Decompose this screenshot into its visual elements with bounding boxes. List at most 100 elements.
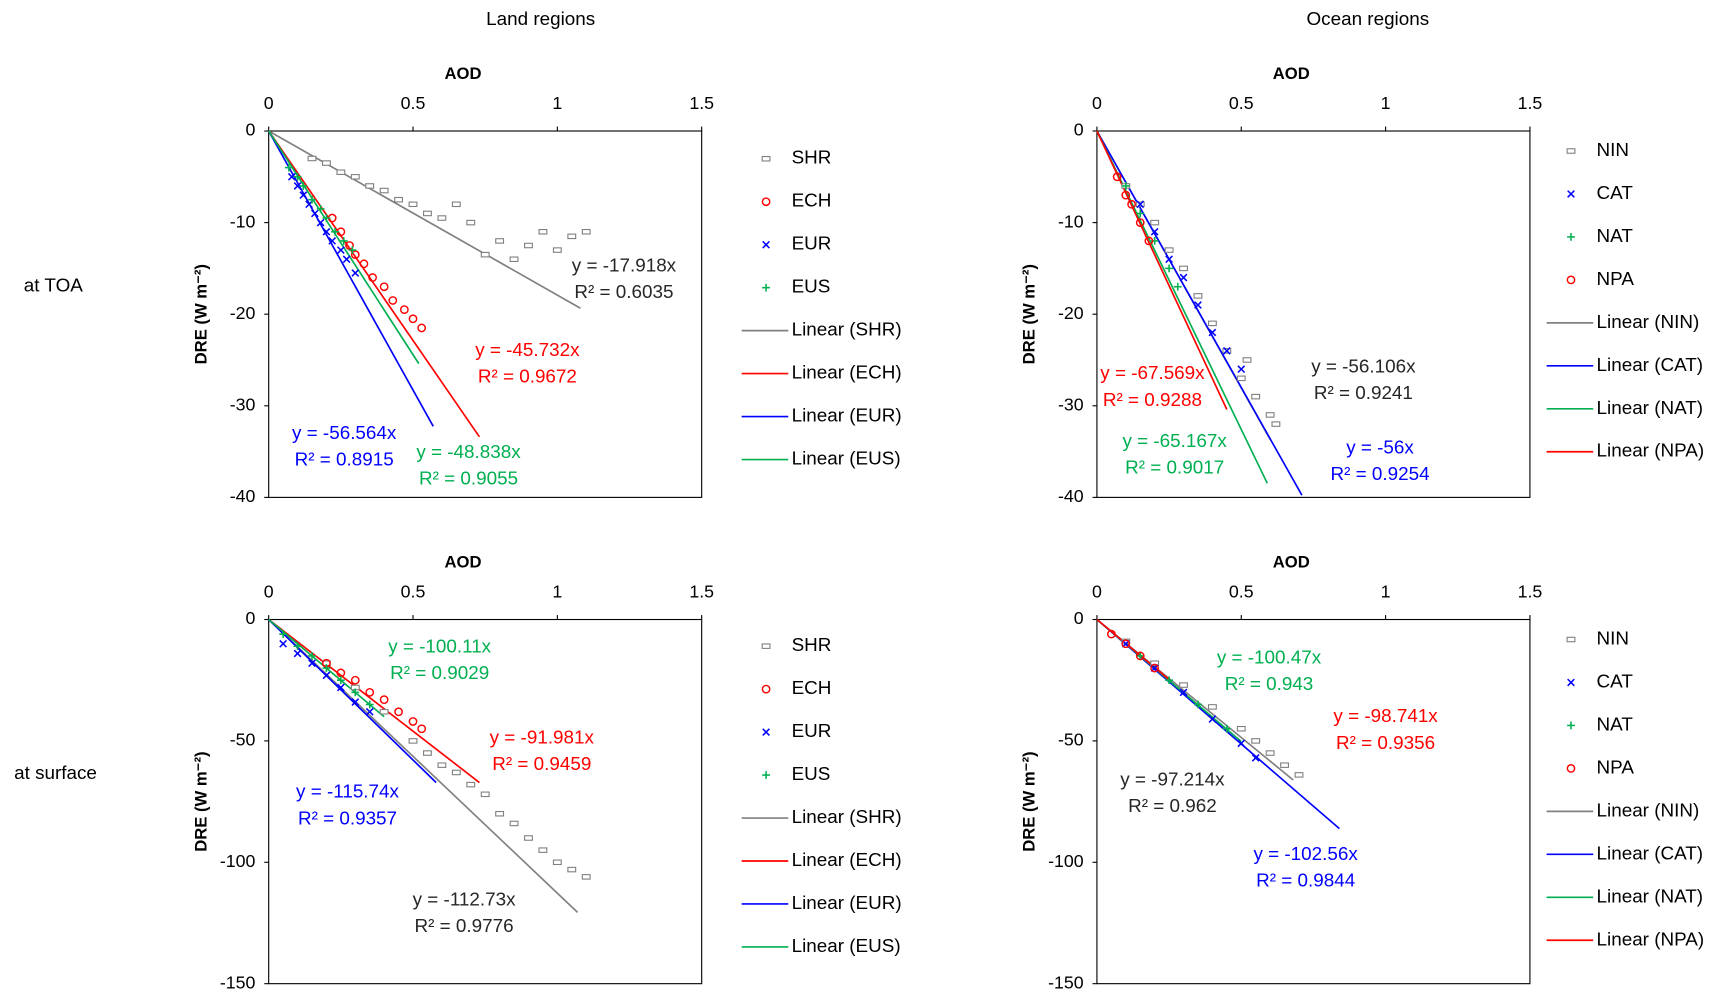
marker-shape xyxy=(509,820,519,827)
legend-label: Linear (NAT) xyxy=(1597,885,1704,906)
data-point xyxy=(379,708,389,715)
data-point xyxy=(1251,738,1261,744)
marker-shape xyxy=(379,695,389,705)
x-tick-label: 0 xyxy=(264,93,274,113)
marker-shape xyxy=(1207,704,1217,710)
data-point xyxy=(308,659,316,668)
y-axis-title: DRE (W m⁻²) xyxy=(191,751,210,851)
legend-item: Linear (NPA) xyxy=(1546,928,1704,949)
data-point xyxy=(279,630,288,638)
x-tick-label: 1.5 xyxy=(1518,582,1543,602)
legend-item: Linear (EUR) xyxy=(741,405,902,426)
marker-shape xyxy=(279,639,288,648)
y-axis-title: DRE (W m⁻²) xyxy=(191,264,210,364)
marker-shape xyxy=(581,228,591,235)
legend-item: Linear (ECH) xyxy=(741,849,902,870)
data-point xyxy=(524,835,533,841)
data-point xyxy=(466,781,476,788)
data-point xyxy=(437,215,447,221)
marker-shape xyxy=(1251,754,1260,762)
marker-shape xyxy=(466,219,476,226)
y-tick-label: -20 xyxy=(1058,303,1084,323)
marker-shape xyxy=(524,835,533,841)
marker-shape xyxy=(1121,190,1131,200)
marker-shape xyxy=(1271,421,1281,427)
row-label: at surface xyxy=(14,762,97,783)
trend-r2: R² = 0.9055 xyxy=(419,468,518,489)
marker-shape xyxy=(1567,190,1575,198)
legend-label: EUR xyxy=(792,720,832,741)
y-tick-label: -10 xyxy=(230,211,256,231)
legend-item: NAT xyxy=(1567,713,1633,734)
marker-shape xyxy=(1567,678,1575,687)
data-point xyxy=(466,219,476,226)
data-point xyxy=(480,251,490,258)
legend-item: Linear (NIN) xyxy=(1546,799,1699,820)
marker-shape xyxy=(1150,219,1160,226)
legend-label: NAT xyxy=(1597,713,1634,734)
marker-shape xyxy=(408,717,418,726)
data-point xyxy=(538,847,548,853)
x-tick-label: 1.5 xyxy=(1518,93,1543,113)
y-tick-label: 0 xyxy=(1074,120,1084,140)
legend-label: Linear (SHR) xyxy=(792,319,902,340)
legend-item: CAT xyxy=(1567,670,1633,691)
marker-shape xyxy=(1566,764,1576,773)
data-point xyxy=(368,273,377,282)
data-point xyxy=(1208,715,1217,723)
legend-item: Linear (CAT) xyxy=(1546,354,1703,375)
marker-shape xyxy=(359,259,369,269)
data-point xyxy=(1179,265,1188,272)
data-point xyxy=(1251,393,1261,400)
x-axis-title: AOD xyxy=(1273,552,1310,571)
data-point xyxy=(1271,421,1281,427)
marker-shape xyxy=(308,659,316,668)
marker-shape xyxy=(538,847,548,853)
marker-shape xyxy=(342,255,351,264)
marker-shape xyxy=(417,323,427,333)
x-tick-label: 1 xyxy=(552,582,562,602)
trend-r2: R² = 0.9672 xyxy=(478,365,577,386)
data-point xyxy=(394,707,403,717)
legend-label: NIN xyxy=(1597,139,1629,160)
trend-equation: y = -102.56x xyxy=(1253,843,1358,864)
data-point xyxy=(379,187,389,194)
legend-item: Linear (NAT) xyxy=(1546,397,1703,418)
data-point xyxy=(285,163,293,172)
trendline xyxy=(1096,130,1303,496)
marker-shape xyxy=(1193,293,1203,299)
marker-shape xyxy=(345,241,354,250)
marker-shape xyxy=(552,247,562,253)
marker-shape xyxy=(480,791,490,798)
trend-equation: y = -45.732x xyxy=(475,339,580,360)
data-point xyxy=(495,810,505,817)
marker-shape xyxy=(524,242,533,249)
data-point xyxy=(1236,725,1246,732)
marker-shape xyxy=(336,246,345,254)
legend-item: ECH xyxy=(761,190,831,211)
marker-shape xyxy=(1237,739,1246,748)
data-point xyxy=(1194,301,1202,309)
legend-item: NAT xyxy=(1567,225,1633,246)
data-point xyxy=(437,762,447,768)
data-point xyxy=(1121,639,1131,649)
data-point xyxy=(350,250,360,260)
trend-r2: R² = 0.9356 xyxy=(1336,732,1435,753)
trend-equation: y = -17.918x xyxy=(572,254,677,275)
legend-label: NIN xyxy=(1597,627,1629,648)
data-point xyxy=(336,676,345,685)
trendline xyxy=(1096,130,1228,410)
marker-shape xyxy=(466,781,476,788)
y-tick-label: 0 xyxy=(1074,608,1084,628)
data-point xyxy=(524,242,533,249)
trend-equation: y = -56.106x xyxy=(1311,355,1416,376)
marker-shape xyxy=(423,210,432,217)
marker-shape xyxy=(1135,651,1145,661)
trend-equation: y = -115.74x xyxy=(296,781,399,802)
data-point xyxy=(1222,724,1231,733)
marker-shape xyxy=(495,238,505,244)
legend-item: Linear (ECH) xyxy=(741,362,902,383)
data-point xyxy=(351,688,360,697)
data-point xyxy=(1121,182,1130,190)
legend-label: Linear (EUR) xyxy=(792,405,902,426)
